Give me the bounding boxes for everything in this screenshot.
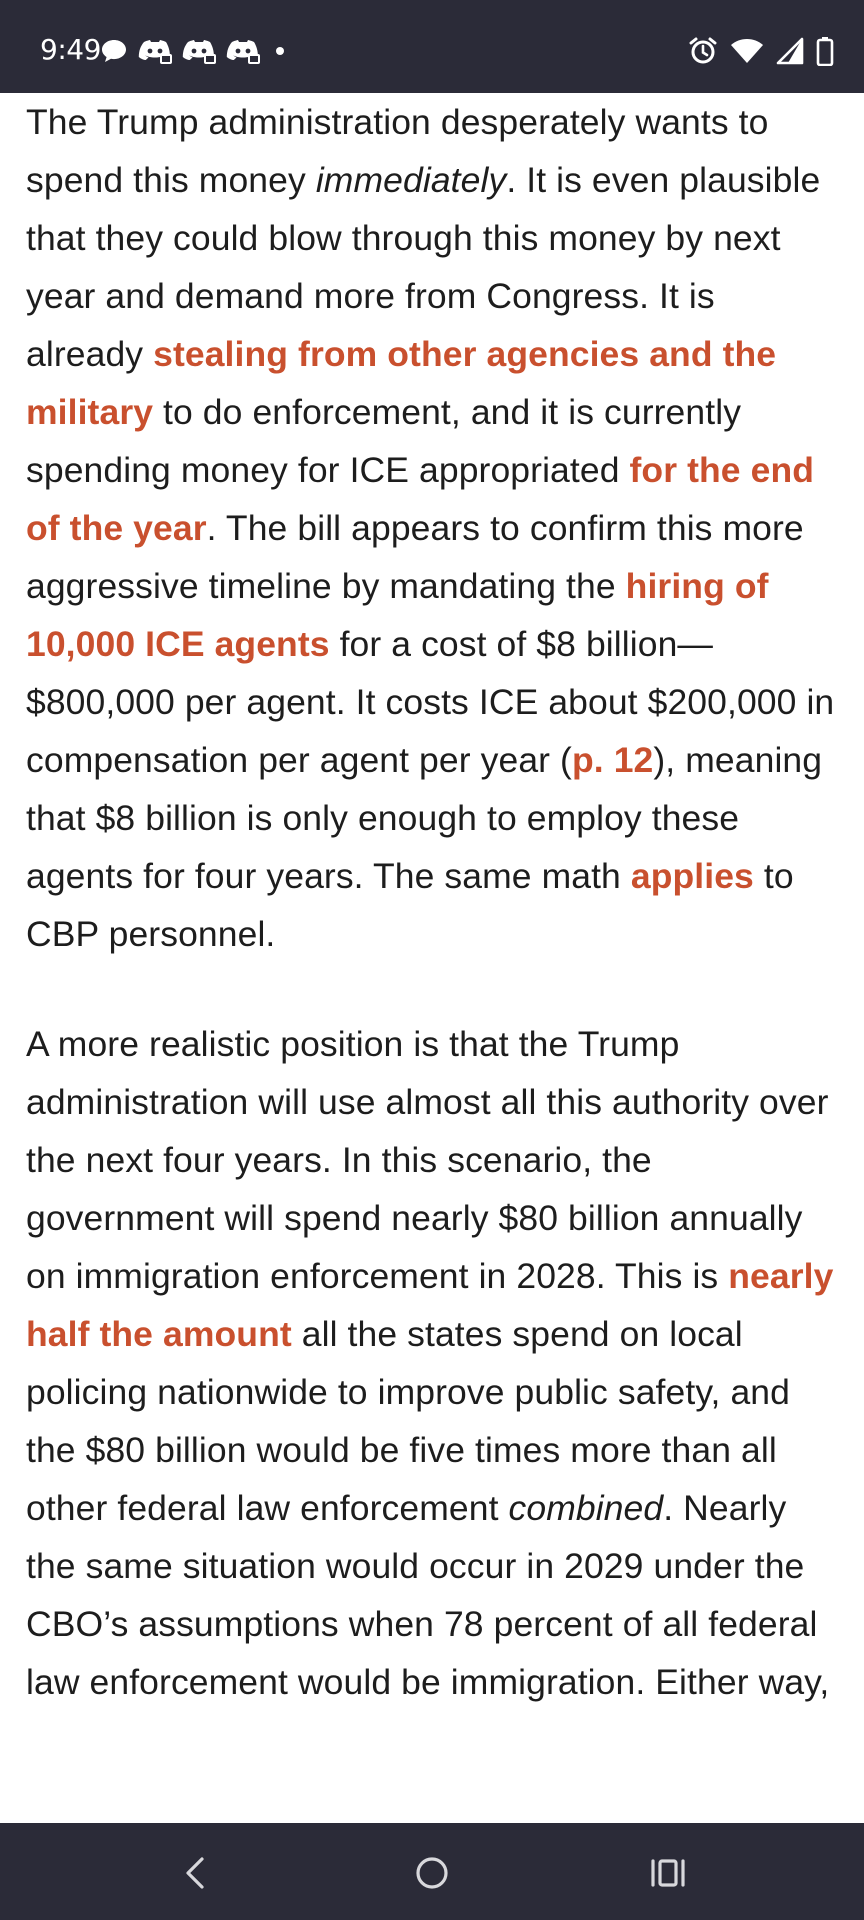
wifi-icon bbox=[730, 37, 764, 65]
link-applies[interactable]: applies bbox=[630, 856, 754, 896]
notification-icons bbox=[100, 34, 290, 68]
discord-icon bbox=[182, 38, 216, 64]
text-run: ), meaning that $8 billion is only enoug… bbox=[26, 740, 823, 896]
text-run: A more realistic position is that the Tr… bbox=[26, 1024, 829, 1296]
text-run: The Trump administration desperately wan… bbox=[26, 102, 769, 200]
alarm-icon bbox=[688, 36, 718, 66]
text-run: to CBP personnel. bbox=[26, 856, 794, 954]
link-end-of-the-year[interactable]: for the end of the year bbox=[26, 450, 815, 548]
text-run: for a cost of $8 billion—$800,000 per ag… bbox=[26, 624, 835, 780]
paragraph-1: The Trump administration desperately wan… bbox=[26, 93, 838, 963]
discord-icon bbox=[138, 38, 172, 64]
back-icon[interactable] bbox=[174, 1851, 218, 1895]
home-icon[interactable] bbox=[410, 1851, 454, 1895]
status-time: 9:49 bbox=[40, 33, 101, 66]
text-run: to do enforcement, and it is currently s… bbox=[26, 392, 742, 490]
discord-icon bbox=[226, 38, 260, 64]
paragraph-2: A more realistic position is that the Tr… bbox=[26, 1015, 838, 1711]
article-viewport[interactable]: The Trump administration desperately wan… bbox=[0, 93, 864, 1823]
link-nearly-half-the-amount[interactable]: nearly half the amount bbox=[26, 1256, 834, 1354]
link-stealing-from-other-agencies[interactable]: stealing from other agencies and the mil… bbox=[26, 334, 777, 432]
recents-icon[interactable] bbox=[646, 1851, 690, 1895]
article-body: The Trump administration desperately wan… bbox=[0, 93, 864, 1711]
dot-icon bbox=[270, 38, 290, 64]
text-run: all the states spend on local policing n… bbox=[26, 1314, 790, 1528]
status-bar: 9:49 bbox=[0, 0, 864, 93]
navigation-bar bbox=[0, 1823, 864, 1920]
emphasis-text: immediately bbox=[315, 160, 507, 200]
chat-bubble-icon bbox=[100, 38, 128, 64]
emphasis-text: combined bbox=[508, 1488, 664, 1528]
text-run: . Nearly the same situation would occur … bbox=[26, 1488, 830, 1702]
signal-icon bbox=[776, 37, 804, 65]
text-run: . It is even plausible that they could b… bbox=[26, 160, 821, 374]
link-hiring-ice-agents[interactable]: hiring of 10,000 ICE agents bbox=[26, 566, 769, 664]
link-page-12[interactable]: p. 12 bbox=[571, 740, 654, 780]
system-icons bbox=[688, 34, 834, 68]
text-run: . The bill appears to confirm this more … bbox=[26, 508, 804, 606]
battery-icon bbox=[816, 36, 834, 66]
